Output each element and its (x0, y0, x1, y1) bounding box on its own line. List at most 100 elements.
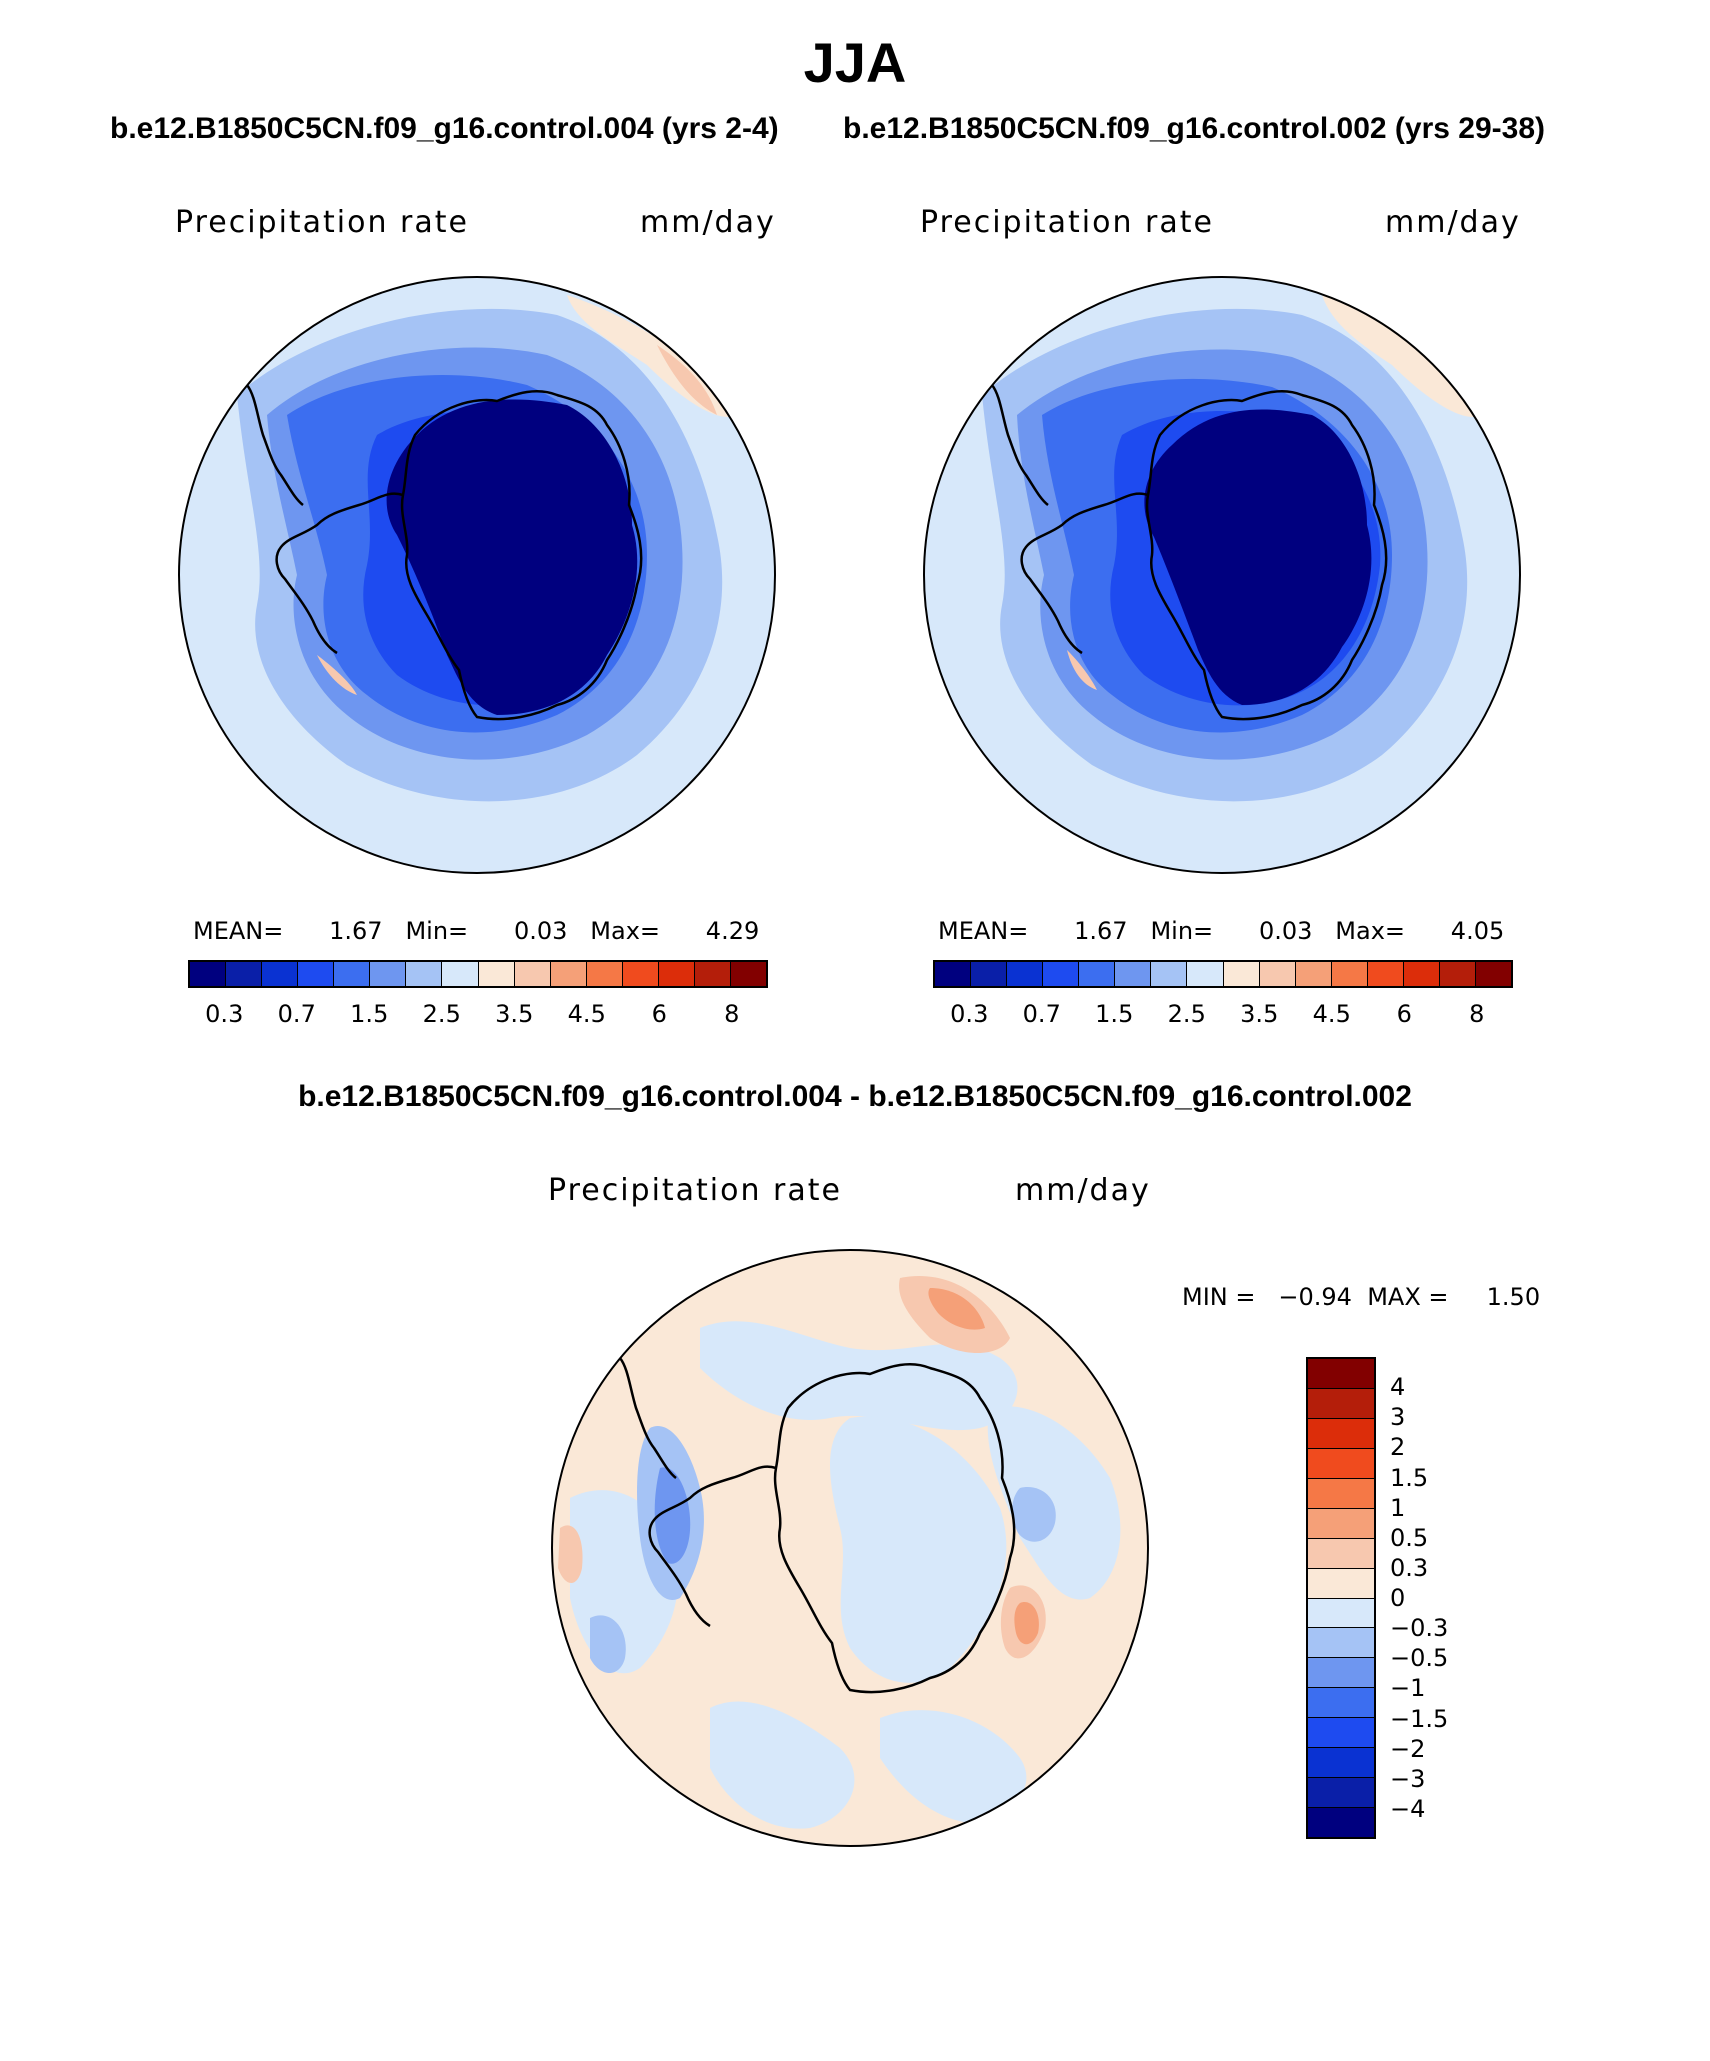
diff-case-title: b.e12.B1850C5CN.f09_g16.control.004 - b.… (298, 1080, 1412, 1113)
colorbar-swatch (730, 962, 766, 986)
colorbar-swatch (1308, 1748, 1374, 1779)
colorbar-swatch (586, 962, 623, 986)
colorbar-tick-label: −1.5 (1390, 1704, 1449, 1733)
colorbar-tick-label: 0 (1390, 1584, 1406, 1612)
colorbar-swatch (442, 962, 479, 986)
max-value: 4.05 (1450, 917, 1505, 945)
min-label: MIN = (1182, 1283, 1256, 1311)
colorbar-swatch (694, 962, 731, 986)
coastline (618, 1357, 677, 1479)
colorbar-tick-label: 0.7 (277, 1000, 316, 1028)
colorbar-swatch (1295, 962, 1332, 986)
max-label: Max= (1335, 917, 1406, 945)
colorbar-swatch (1308, 1418, 1374, 1449)
diff-negative (710, 1701, 855, 1829)
diff-negative-max (654, 1467, 691, 1564)
diff-positive-strong (928, 1288, 985, 1330)
colorbar-tick-label: 3.5 (1240, 1000, 1279, 1028)
colorbar-swatch (406, 962, 443, 986)
colorbar-tick-label: 1.5 (350, 1000, 389, 1028)
colorbar-swatch (370, 962, 407, 986)
min-value: −0.94 (1278, 1283, 1352, 1311)
colorbar-swatch (1007, 962, 1044, 986)
diff-negative-strong (1012, 1487, 1056, 1542)
coastline (648, 1465, 777, 1628)
diff-colorbar-labels: 4 3 2 1.5 1 0.5 0.3 0 −0.3 −0.5 −1 −1.5 −2 −3 −4 (1390, 1357, 1510, 1839)
left-case-title: b.e12.B1850C5CN.f09_g16.control.004 (yrs… (110, 112, 779, 145)
max-value: 1.50 (1486, 1283, 1541, 1311)
colorbar-swatch (658, 962, 695, 986)
colorbar-tick-label: 0.5 (1390, 1523, 1429, 1552)
colorbar-swatch (1439, 962, 1476, 986)
colorbar-swatch (1308, 1778, 1374, 1809)
right-case-title: b.e12.B1850C5CN.f09_g16.control.002 (yrs… (843, 112, 1546, 145)
coastline (773, 1363, 1016, 1694)
colorbar-tick-label: 3.5 (495, 1000, 534, 1028)
colorbar-swatch (1308, 1508, 1374, 1539)
coastline (245, 384, 304, 506)
diff-negative-strong (590, 1615, 626, 1673)
colorbar-tick-label: 1.5 (1095, 1000, 1134, 1028)
colorbar-tick-label: −0.3 (1390, 1614, 1449, 1643)
colorbar-tick-label: 2 (1390, 1433, 1406, 1462)
coastline (990, 384, 1049, 506)
diff-colorbar (1306, 1357, 1376, 1839)
colorbar-tick-label: 0.3 (950, 1000, 989, 1028)
coastline (1145, 390, 1388, 721)
colorbar-tick-label: 0.3 (205, 1000, 244, 1028)
colorbar-tick-label: 4.5 (567, 1000, 606, 1028)
colorbar-swatch (190, 962, 227, 986)
left-stats: MEAN= 1.67 Min= 0.03 Max= 4.29 (193, 917, 759, 945)
right-colorbar (933, 960, 1513, 988)
colorbar-tick-label: 2.5 (422, 1000, 461, 1028)
mean-label: MEAN= (938, 917, 1029, 945)
diff-negative (880, 1710, 1027, 1823)
colorbar-tick-label: 1.5 (1390, 1463, 1429, 1492)
min-value: 0.03 (513, 917, 568, 945)
left-variable-label: Precipitation rate (175, 205, 469, 240)
colorbar-swatch (1308, 1359, 1374, 1389)
colorbar-swatch (1308, 1568, 1374, 1599)
max-value: 4.29 (705, 917, 760, 945)
left-units-label: mm/day (640, 205, 776, 240)
mean-value: 1.67 (329, 917, 383, 945)
colorbar-swatch (1308, 1598, 1374, 1629)
colorbar-swatch (971, 962, 1008, 986)
diff-positive (558, 1525, 583, 1583)
diff-negative (830, 1416, 1007, 1683)
min-label: Min= (1150, 917, 1214, 945)
left-polar-map (178, 276, 776, 874)
colorbar-tick-label: 6 (1396, 1000, 1412, 1028)
colorbar-swatch (226, 962, 263, 986)
colorbar-swatch (622, 962, 659, 986)
colorbar-tick-label: 3 (1390, 1403, 1406, 1432)
colorbar-swatch (1308, 1538, 1374, 1569)
left-colorbar (188, 960, 768, 988)
colorbar-swatch (1331, 962, 1368, 986)
diff-variable-label: Precipitation rate (548, 1173, 842, 1208)
colorbar-tick-label: 8 (724, 1000, 740, 1028)
colorbar-swatch (334, 962, 371, 986)
colorbar-swatch (1308, 1478, 1374, 1509)
colorbar-swatch (262, 962, 299, 986)
coastline (275, 492, 404, 655)
warm-patch (657, 345, 717, 415)
colorbar-swatch (1115, 962, 1152, 986)
coastline (1020, 492, 1149, 655)
figure-title: JJA (803, 31, 907, 94)
colorbar-swatch (514, 962, 551, 986)
colorbar-tick-label: 6 (651, 1000, 667, 1028)
diff-negative (700, 1321, 1018, 1431)
right-polar-map (923, 276, 1521, 874)
colorbar-tick-label: −4 (1390, 1794, 1426, 1823)
warm-patch (317, 655, 357, 695)
colorbar-swatch (1308, 1688, 1374, 1719)
min-label: Min= (405, 917, 469, 945)
colorbar-swatch (1308, 1658, 1374, 1689)
colorbar-tick-label: 0.7 (1022, 1000, 1061, 1028)
colorbar-swatch (1308, 1448, 1374, 1479)
right-units-label: mm/day (1385, 205, 1521, 240)
diff-positive-strong (1014, 1602, 1039, 1645)
colorbar-tick-label: −2 (1390, 1734, 1426, 1763)
colorbar-swatch (1367, 962, 1404, 986)
